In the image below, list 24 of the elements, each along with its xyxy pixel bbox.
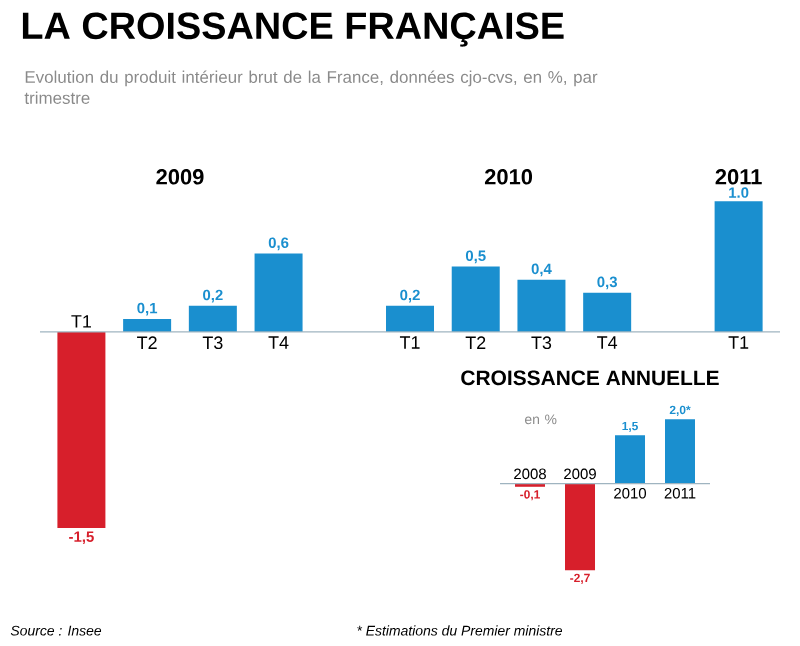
bar bbox=[517, 279, 566, 332]
x-tick-label: T4 bbox=[597, 336, 618, 349]
bar bbox=[254, 253, 303, 332]
x-tick-label: T1 bbox=[728, 336, 749, 349]
x-tick-label: T2 bbox=[465, 336, 486, 349]
bar bbox=[714, 201, 763, 332]
x-tick-label: T1 bbox=[399, 336, 420, 349]
text: 2011 bbox=[715, 169, 762, 185]
x-tick-label: T3 bbox=[202, 336, 223, 350]
bar bbox=[188, 305, 237, 332]
x-tick-label: T2 bbox=[137, 336, 157, 349]
text: 2010 bbox=[484, 169, 533, 185]
bar bbox=[123, 318, 172, 332]
bar bbox=[583, 292, 632, 332]
bar bbox=[451, 266, 500, 332]
x-tick-label: T3 bbox=[531, 336, 552, 350]
bar bbox=[386, 305, 435, 332]
bar bbox=[57, 331, 106, 529]
x-tick-label: T1 bbox=[71, 315, 91, 328]
chart-subtitle: Evolution du produit intérieur brut de la France, données cjo-cvs, en %, par trimestre bbox=[24, 70, 598, 104]
chart-title: LA CROISSANCE FRANÇAISE bbox=[22, 12, 564, 47]
chart-title: CROISSANCE ANNUELLE bbox=[461, 370, 719, 386]
x-tick-label: T4 bbox=[268, 336, 289, 349]
text: 2009 bbox=[156, 169, 204, 185]
